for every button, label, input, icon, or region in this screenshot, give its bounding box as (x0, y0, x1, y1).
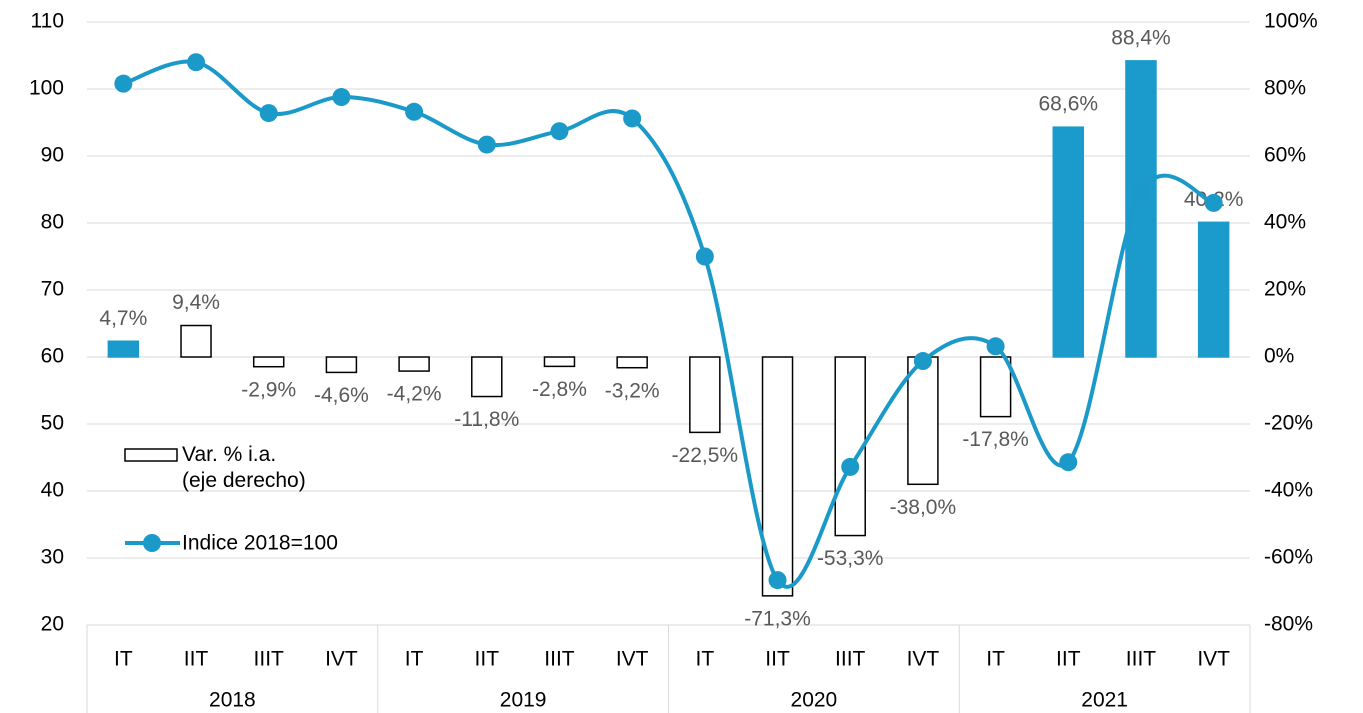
data-label: 9,4% (172, 291, 220, 314)
x-tick-label: IVT (1197, 648, 1230, 671)
data-label: -38,0% (890, 496, 957, 519)
data-label: 68,6% (1039, 93, 1099, 116)
data-label: 88,4% (1111, 26, 1171, 49)
data-label: 4,7% (99, 307, 147, 330)
group-label: 2021 (1081, 689, 1128, 712)
y-tick-label: 100 (29, 77, 64, 100)
y2-tick-label: 100% (1264, 10, 1318, 33)
group-label: 2019 (500, 689, 547, 712)
data-label: -71,3% (744, 607, 811, 630)
legend-label: Indice 2018=100 (182, 532, 338, 555)
x-tick-label: IIT (184, 648, 209, 671)
line (122, 59, 1215, 589)
y2-tick-label: -60% (1264, 546, 1313, 569)
y-tick-label: 110 (31, 10, 64, 33)
marker (623, 109, 642, 128)
y-tick-label: 90 (41, 144, 64, 167)
y-tick-label: 20 (41, 613, 64, 636)
data-label: -4,2% (387, 383, 442, 406)
marker (477, 135, 496, 154)
marker (841, 457, 860, 476)
data-label: -22,5% (672, 444, 739, 467)
marker (986, 337, 1005, 356)
marker (405, 102, 424, 121)
x-tick-label: IT (114, 648, 133, 671)
bar (180, 324, 212, 358)
data-label: -4,6% (314, 384, 369, 407)
x-tick-label: IIT (765, 648, 790, 671)
y-tick-label: 30 (41, 546, 64, 569)
bar (616, 356, 648, 369)
marker (1204, 193, 1223, 212)
y2-tick-label: 40% (1264, 211, 1306, 234)
x-tick-label: IT (986, 648, 1005, 671)
bar (1052, 126, 1085, 358)
x-tick-label: IT (405, 648, 424, 671)
y2-tick-label: 60% (1264, 144, 1306, 167)
x-tick-label: IVT (907, 648, 940, 671)
marker (550, 122, 569, 141)
y-tick-label: 50 (41, 412, 64, 435)
marker (187, 53, 206, 72)
x-tick-label: IIT (475, 648, 500, 671)
bar (689, 356, 721, 434)
bar (107, 340, 140, 358)
bar (252, 356, 285, 368)
marker (913, 352, 932, 371)
bar (543, 356, 576, 368)
bar (1125, 60, 1157, 358)
y2-tick-label: -80% (1264, 613, 1313, 636)
y-tick-label: 80 (41, 211, 64, 234)
marker (114, 74, 133, 93)
x-tick-label: IIIT (544, 648, 575, 671)
marker (259, 104, 278, 123)
bar (979, 356, 1012, 418)
data-label: -53,3% (817, 547, 884, 570)
bar (907, 356, 939, 486)
data-label: -17,8% (962, 428, 1029, 451)
x-tick-label: IT (696, 648, 715, 671)
x-tick-label: IIT (1056, 648, 1081, 671)
data-label: -2,8% (532, 378, 587, 401)
marker (695, 247, 714, 266)
marker (768, 571, 787, 590)
group-label: 2018 (209, 689, 256, 712)
bar (834, 356, 866, 537)
marker (1131, 183, 1150, 202)
data-label: -2,9% (241, 378, 296, 401)
x-tick-label: IIIT (1126, 648, 1157, 671)
x-tick-label: IVT (616, 648, 649, 671)
bar (471, 356, 503, 398)
bar (325, 356, 358, 374)
y2-tick-label: 80% (1264, 77, 1306, 100)
y2-tick-label: -40% (1264, 479, 1313, 502)
y2-tick-label: -20% (1264, 412, 1313, 435)
y-tick-label: 40 (41, 479, 64, 502)
group-label: 2020 (791, 689, 838, 712)
x-tick-label: IVT (325, 648, 358, 671)
x-tick-label: IIIT (254, 648, 285, 671)
bar (398, 356, 430, 372)
data-label: -3,2% (605, 379, 660, 402)
legend-swatch (143, 534, 161, 552)
y-tick-label: 70 (41, 278, 64, 301)
bar (1197, 221, 1230, 358)
x-tick-label: IIIT (835, 648, 866, 671)
y-tick-label: 60 (41, 345, 64, 368)
marker (1059, 453, 1078, 472)
y2-tick-label: 0% (1264, 345, 1294, 368)
marker (332, 88, 351, 107)
y2-tick-label: 20% (1264, 278, 1306, 301)
legend-swatch (124, 448, 178, 462)
data-label: -11,8% (454, 408, 519, 431)
legend-label: Var. % i.a. (eje derecho) (182, 443, 306, 492)
